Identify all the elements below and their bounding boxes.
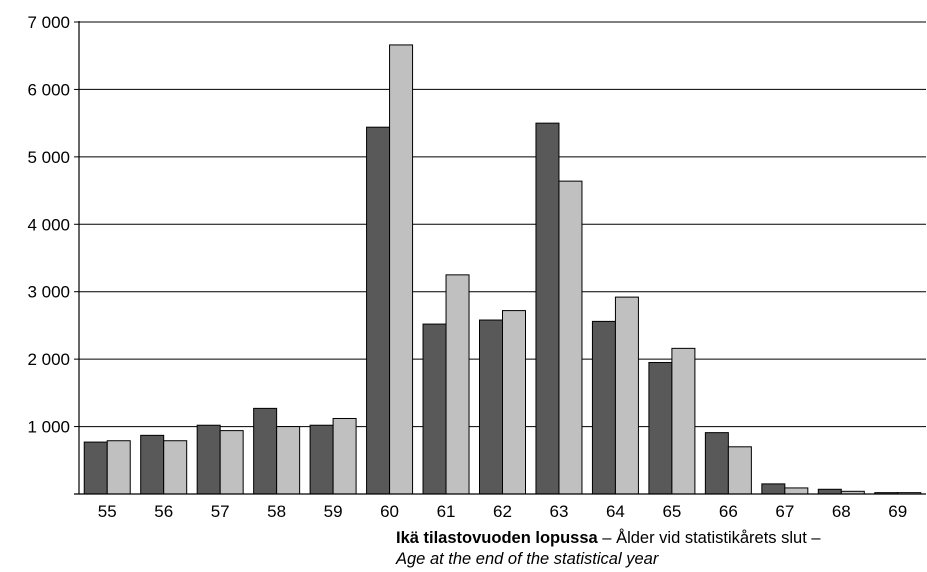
x-tick-label: 63: [550, 502, 569, 521]
y-tick-label: 1 000: [27, 418, 70, 437]
bar-68-series-1: [817, 488, 842, 495]
x-tick-label: 60: [380, 502, 399, 521]
x-axis-label-english: Age at the end of the statistical year: [396, 550, 659, 568]
bar-64-series-2: [614, 296, 639, 495]
y-tick-label: 3 000: [27, 283, 70, 302]
bar-63-series-2: [558, 180, 583, 495]
y-tick-label: 2 000: [27, 350, 70, 369]
x-tick-label: 64: [606, 502, 625, 521]
bar-65-series-1: [648, 362, 673, 495]
bar-60-series-1: [366, 126, 391, 495]
bar-59-series-2: [332, 417, 357, 495]
bar-67-series-1: [761, 483, 786, 495]
x-tick-label: 55: [98, 502, 117, 521]
bar-65-series-2: [671, 347, 696, 495]
x-tick-label: 58: [267, 502, 286, 521]
y-axis-ticks: 1 000 2 000 3 000 4 000 5 000 6 000 7 000: [27, 13, 79, 437]
bar-61-series-1: [422, 323, 447, 495]
x-axis-label: Ikä tilastovuoden lopussa – Ålder vid st…: [396, 528, 926, 570]
bar-66-series-1: [704, 432, 729, 495]
bar-60-series-2: [389, 44, 414, 495]
gridlines: [79, 21, 926, 428]
bar-62-series-2: [502, 310, 526, 495]
x-axis-ticks: 55 56 57 58 59 60 61 62 63 64 65 66 67 68 69: [98, 502, 907, 521]
bar-63-series-1: [535, 122, 560, 495]
x-axis-label-finnish: Ikä tilastovuoden lopussa: [396, 529, 598, 547]
y-tick-label: 4 000: [27, 215, 70, 234]
x-tick-label: 65: [662, 502, 681, 521]
bar-66-series-2: [727, 446, 752, 495]
bar-57-series-1: [196, 424, 221, 495]
axes: [74, 21, 926, 495]
x-tick-label: 68: [832, 502, 851, 521]
bar-61-series-2: [445, 274, 470, 495]
bar-57-series-2: [219, 430, 244, 495]
x-tick-label: 59: [324, 502, 343, 521]
y-tick-label: 7 000: [27, 13, 70, 32]
x-tick-label: 67: [775, 502, 794, 521]
x-tick-label: 57: [211, 502, 230, 521]
bar-67-series-2: [784, 487, 809, 495]
bar-56-series-1: [140, 434, 165, 495]
bar-58-series-1: [253, 407, 278, 495]
x-tick-label: 69: [888, 502, 907, 521]
bar-58-series-2: [276, 426, 301, 495]
bar-55-series-1: [83, 441, 108, 495]
x-tick-label: 56: [154, 502, 173, 521]
x-tick-label: 66: [719, 502, 738, 521]
bar-62-series-1: [479, 319, 503, 495]
x-axis-label-swedish: – Ålder vid statistikårets slut –: [597, 529, 821, 547]
bar-55-series-2: [106, 440, 131, 495]
y-tick-label: 6 000: [27, 80, 70, 99]
y-tick-label: 5 000: [27, 148, 70, 167]
x-tick-label: 62: [493, 502, 512, 521]
x-tick-label: 61: [437, 502, 456, 521]
bar-59-series-1: [309, 424, 334, 495]
bar-56-series-2: [163, 440, 188, 495]
bar-64-series-1: [591, 320, 616, 495]
